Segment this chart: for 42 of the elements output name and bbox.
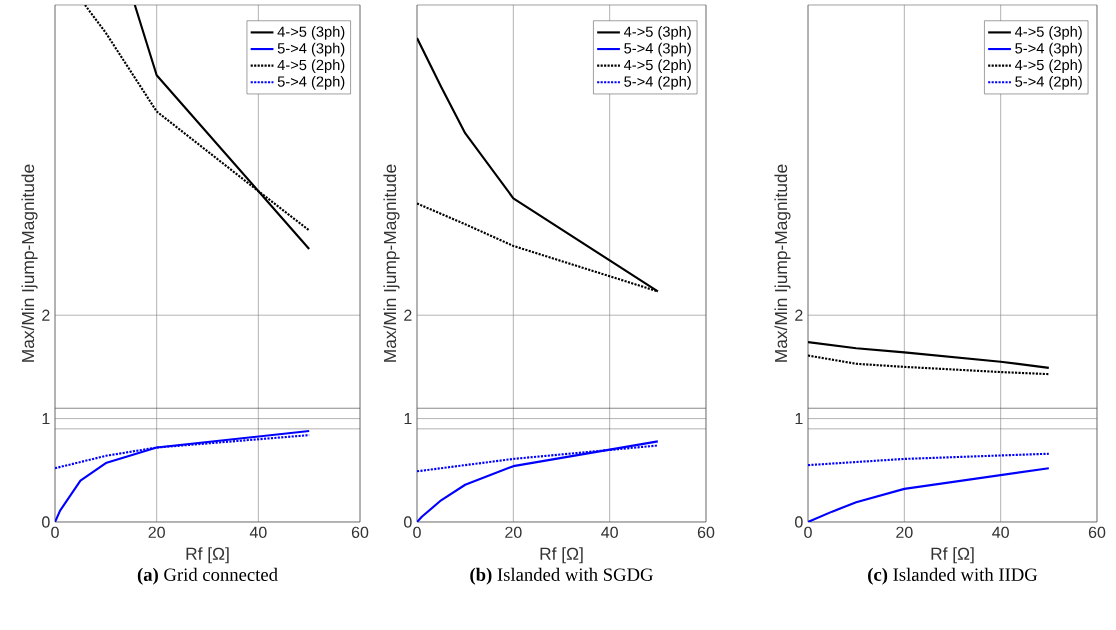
y-tick-label: 2 — [795, 309, 803, 321]
y-axis-title: Max/Min Ijump-Magnitude — [774, 164, 791, 362]
y-tick-label: 1 — [404, 413, 412, 425]
text: (a) Grid connected — [137, 567, 278, 585]
x-tick-label: 20 — [505, 526, 522, 539]
x-axis-title: Rf [Ω] — [931, 547, 974, 564]
legend-label: 5->4 (3ph) — [277, 42, 345, 57]
y-axis-title: Max/Min Ijump-Magnitude — [21, 164, 38, 362]
legend-label: 4->5 (3ph) — [1014, 26, 1082, 40]
y-tick-label: 0 — [42, 516, 50, 528]
x-tick-label: 40 — [601, 526, 618, 539]
legend-label: 4->5 (3ph) — [623, 26, 691, 40]
x-tick-label: 20 — [896, 526, 913, 539]
x-tick-label: 0 — [804, 526, 812, 539]
x-tick-label: 60 — [351, 526, 369, 539]
x-tick-label: 20 — [148, 526, 165, 539]
y-tick-label: 2 — [404, 309, 412, 321]
x-axis-title: Rf [Ω] — [540, 547, 583, 564]
y-tick-label: 0 — [795, 516, 803, 528]
x-tick-label: 60 — [1088, 526, 1106, 539]
x-tick-label: 0 — [413, 526, 421, 539]
text: (b) Islanded with SGDG — [470, 567, 653, 585]
x-tick-label: 0 — [51, 526, 59, 539]
legend-label: 4->5 (2ph) — [277, 59, 345, 74]
legend-label: 4->5 (2ph) — [623, 59, 691, 74]
y-tick-label: 2 — [42, 309, 50, 321]
legend-label: 5->4 (3ph) — [624, 42, 691, 57]
legend-label: 5->4 (2ph) — [1015, 75, 1082, 90]
x-axis-title: Rf [Ω] — [186, 547, 229, 564]
x-tick-label: 60 — [697, 526, 715, 539]
legend-label: 5->4 (2ph) — [624, 75, 691, 90]
x-tick-label: 40 — [992, 526, 1009, 539]
legend-label: 4->5 (2ph) — [1014, 59, 1082, 74]
y-axis-title: Max/Min Ijump-Magnitude — [383, 164, 400, 362]
x-tick-label: 40 — [249, 526, 267, 539]
legend-label: 5->4 (2ph) — [277, 75, 345, 90]
legend-label: 4->5 (3ph) — [277, 26, 345, 40]
y-tick-label: 1 — [42, 413, 50, 425]
y-tick-label: 1 — [795, 413, 803, 425]
y-tick-label: 0 — [404, 516, 412, 528]
legend-label: 5->4 (3ph) — [1015, 42, 1082, 57]
text: (c) Islanded with IIDG — [868, 567, 1038, 585]
